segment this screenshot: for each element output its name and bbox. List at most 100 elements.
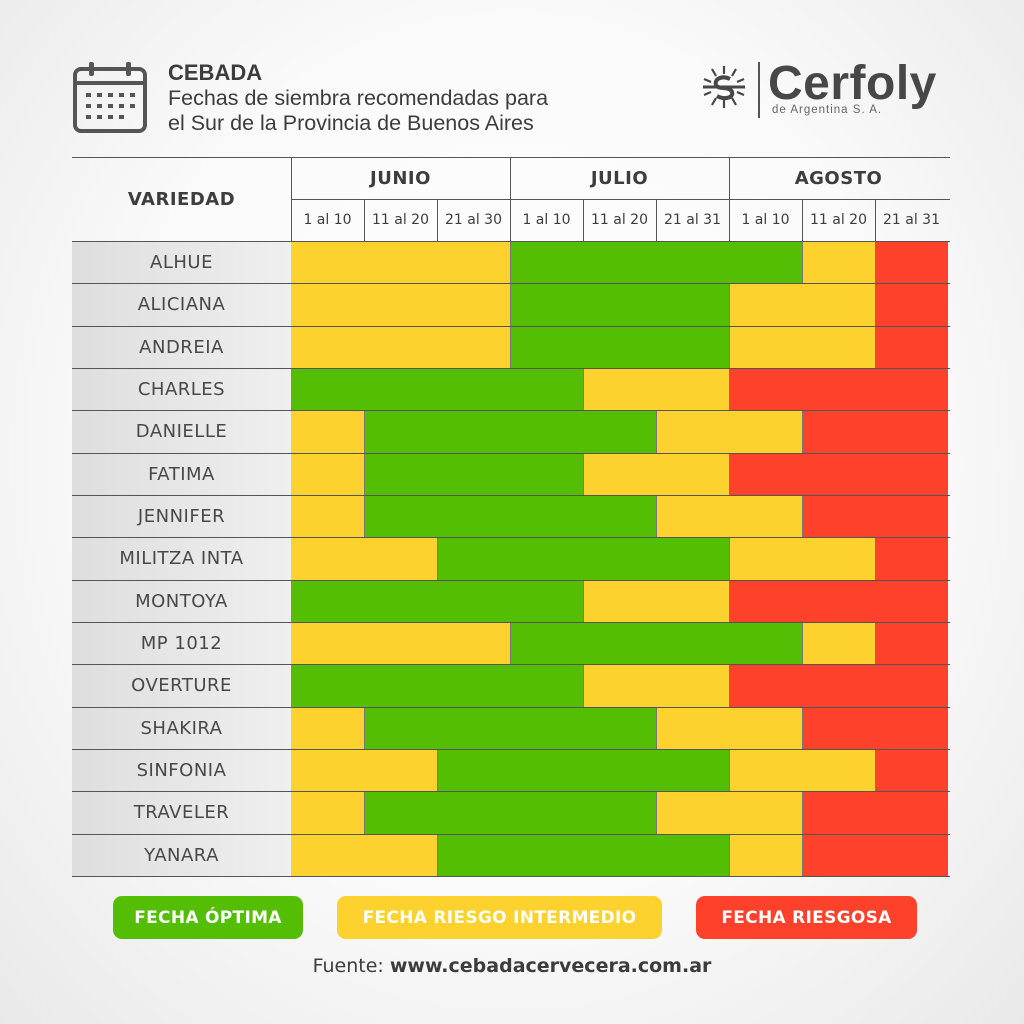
risk-segment-intermediate [656, 411, 802, 453]
risk-segment-optimal [510, 284, 729, 326]
variety-name: FATIMA [72, 453, 291, 496]
risk-segment-intermediate [729, 326, 875, 368]
risk-segment-risky [875, 622, 948, 665]
risk-segment-risky [729, 580, 948, 622]
segment-divider [802, 792, 803, 835]
segment-divider [875, 749, 876, 793]
variety-name: OVERTURE [72, 665, 291, 708]
risk-segment-risky [729, 665, 948, 707]
segment-divider [583, 665, 584, 708]
risk-segment-intermediate [291, 792, 364, 834]
risk-segment-intermediate [802, 242, 875, 284]
segment-divider [875, 284, 876, 327]
period-divider [437, 199, 438, 241]
risk-segment-intermediate [583, 453, 729, 495]
variety-name: TRAVELER [72, 792, 291, 835]
risk-segment-intermediate [656, 792, 802, 834]
row-divider [72, 875, 950, 877]
risk-segment-intermediate [291, 538, 437, 580]
risk-segment-intermediate [729, 538, 875, 580]
row-divider [72, 791, 950, 793]
risk-segment-risky [802, 411, 948, 453]
risk-segment-intermediate [291, 622, 510, 665]
segment-divider [729, 580, 730, 623]
row-divider [72, 367, 950, 369]
segment-divider [656, 707, 657, 750]
period-divider [583, 199, 584, 241]
risk-segment-intermediate [291, 834, 437, 876]
risk-segment-risky [875, 242, 948, 284]
row-divider [72, 579, 950, 581]
risk-segment-intermediate [291, 707, 364, 749]
segment-divider [437, 749, 438, 793]
risk-segment-optimal [291, 580, 583, 622]
month-header: JUNIO [370, 167, 431, 189]
period-divider [364, 199, 365, 241]
variety-name: JENNIFER [72, 495, 291, 539]
row-divider [72, 833, 950, 835]
risk-segment-risky [802, 792, 948, 834]
risk-segment-optimal [510, 242, 802, 284]
variety-column-header: VARIEDAD [127, 188, 236, 210]
segment-divider [802, 707, 803, 750]
chart-subtitle-line2: el Sur de la Provincia de Buenos Aires [168, 111, 534, 135]
calendar-icon [73, 62, 147, 133]
legend-intermediate: FECHA RIESGO INTERMEDIO [337, 896, 662, 939]
risk-segment-optimal [364, 411, 656, 453]
source-footer: Fuente: www.cebadacervecera.com.ar [0, 955, 1024, 977]
risk-segment-risky [875, 538, 948, 580]
segment-divider [802, 411, 803, 454]
brand-logo: Cerfoly de Argentina S. A. [700, 57, 950, 120]
risk-segment-intermediate [802, 622, 875, 665]
segment-divider [729, 453, 730, 496]
header-mid-line [291, 199, 950, 200]
segment-divider [875, 538, 876, 581]
period-header: 1 al 10 [522, 212, 571, 228]
risk-segment-risky [875, 749, 948, 792]
row-divider [72, 283, 950, 285]
risk-segment-risky [802, 495, 948, 538]
segment-divider [437, 538, 438, 581]
row-divider [72, 748, 950, 750]
variety-name: MP 1012 [72, 622, 291, 666]
segment-divider [583, 580, 584, 623]
variety-name: SHAKIRA [72, 707, 291, 750]
row-divider [72, 537, 950, 539]
risk-segment-risky [875, 284, 948, 326]
row-divider [72, 621, 950, 623]
risk-segment-intermediate [729, 284, 875, 326]
risk-segment-optimal [364, 792, 656, 834]
period-divider [656, 199, 657, 241]
risk-segment-risky [729, 453, 948, 495]
risk-segment-intermediate [583, 580, 729, 622]
header-top-line [72, 157, 950, 158]
row-divider [72, 706, 950, 708]
period-header: 21 al 31 [664, 212, 721, 228]
segment-divider [364, 792, 365, 835]
risk-segment-intermediate [729, 834, 802, 876]
segment-divider [729, 368, 730, 412]
risk-segment-optimal [291, 665, 583, 707]
source-prefix: Fuente: [312, 955, 384, 977]
row-divider [72, 410, 950, 412]
sowing-calendar-table: VARIEDAD JUNIO JULIO AGOSTO 1 al 10 11 al 20… [72, 157, 950, 877]
month-divider [729, 157, 730, 241]
segment-divider [656, 792, 657, 835]
variety-name: ALHUE [72, 242, 291, 285]
segment-divider [802, 242, 803, 285]
risk-segment-intermediate [291, 453, 364, 495]
variety-name: CHARLES [72, 368, 291, 412]
period-header: 1 al 10 [741, 212, 790, 228]
name-column-divider [291, 157, 292, 241]
brand-tagline: de Argentina S. A. [772, 104, 883, 116]
segment-divider [510, 326, 511, 369]
period-header: 11 al 20 [591, 212, 648, 228]
month-header: AGOSTO [794, 167, 883, 189]
row-divider [72, 494, 950, 496]
risk-segment-optimal [364, 707, 656, 749]
row-divider [72, 664, 950, 666]
period-header: 21 al 31 [883, 212, 940, 228]
legend-risky: FECHA RIESGOSA [696, 896, 917, 939]
segment-divider [510, 242, 511, 285]
risk-segment-intermediate [291, 749, 437, 792]
